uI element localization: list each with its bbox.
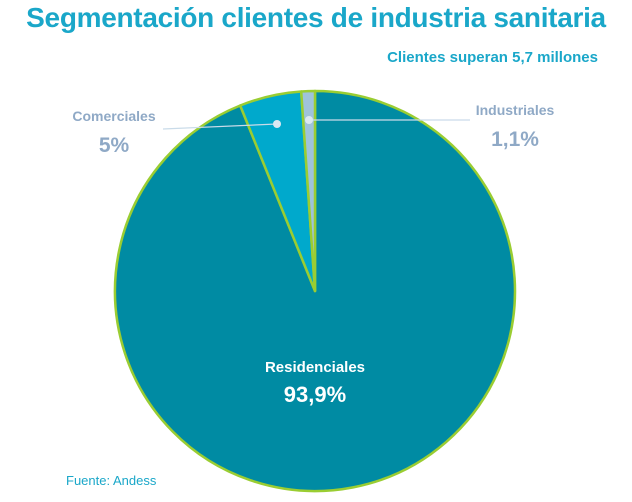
label-industriales-name: Industriales [476,102,555,118]
source-note: Fuente: Andess [66,473,157,488]
leader-dot-comerciales [273,120,281,128]
leader-line-comerciales [162,123,278,130]
label-industriales-value: 1,1% [491,128,539,151]
leader-lines [162,116,470,130]
leader-dot-industriales [305,116,313,124]
label-comerciales-value: 5% [99,134,130,157]
label-residenciales-name: Residenciales [265,359,365,376]
pie-slices [113,89,517,493]
chart-title: Segmentación clientes de industria sanit… [26,2,606,33]
label-residenciales-value: 93,9% [284,382,346,407]
label-comerciales-name: Comerciales [72,108,155,124]
slice-labels: Residenciales 93,9% Comerciales 5% Industria… [72,102,554,407]
pie-slice-industriales [299,89,317,293]
chart-subtitle: Clientes superan 5,7 millones [387,49,598,66]
